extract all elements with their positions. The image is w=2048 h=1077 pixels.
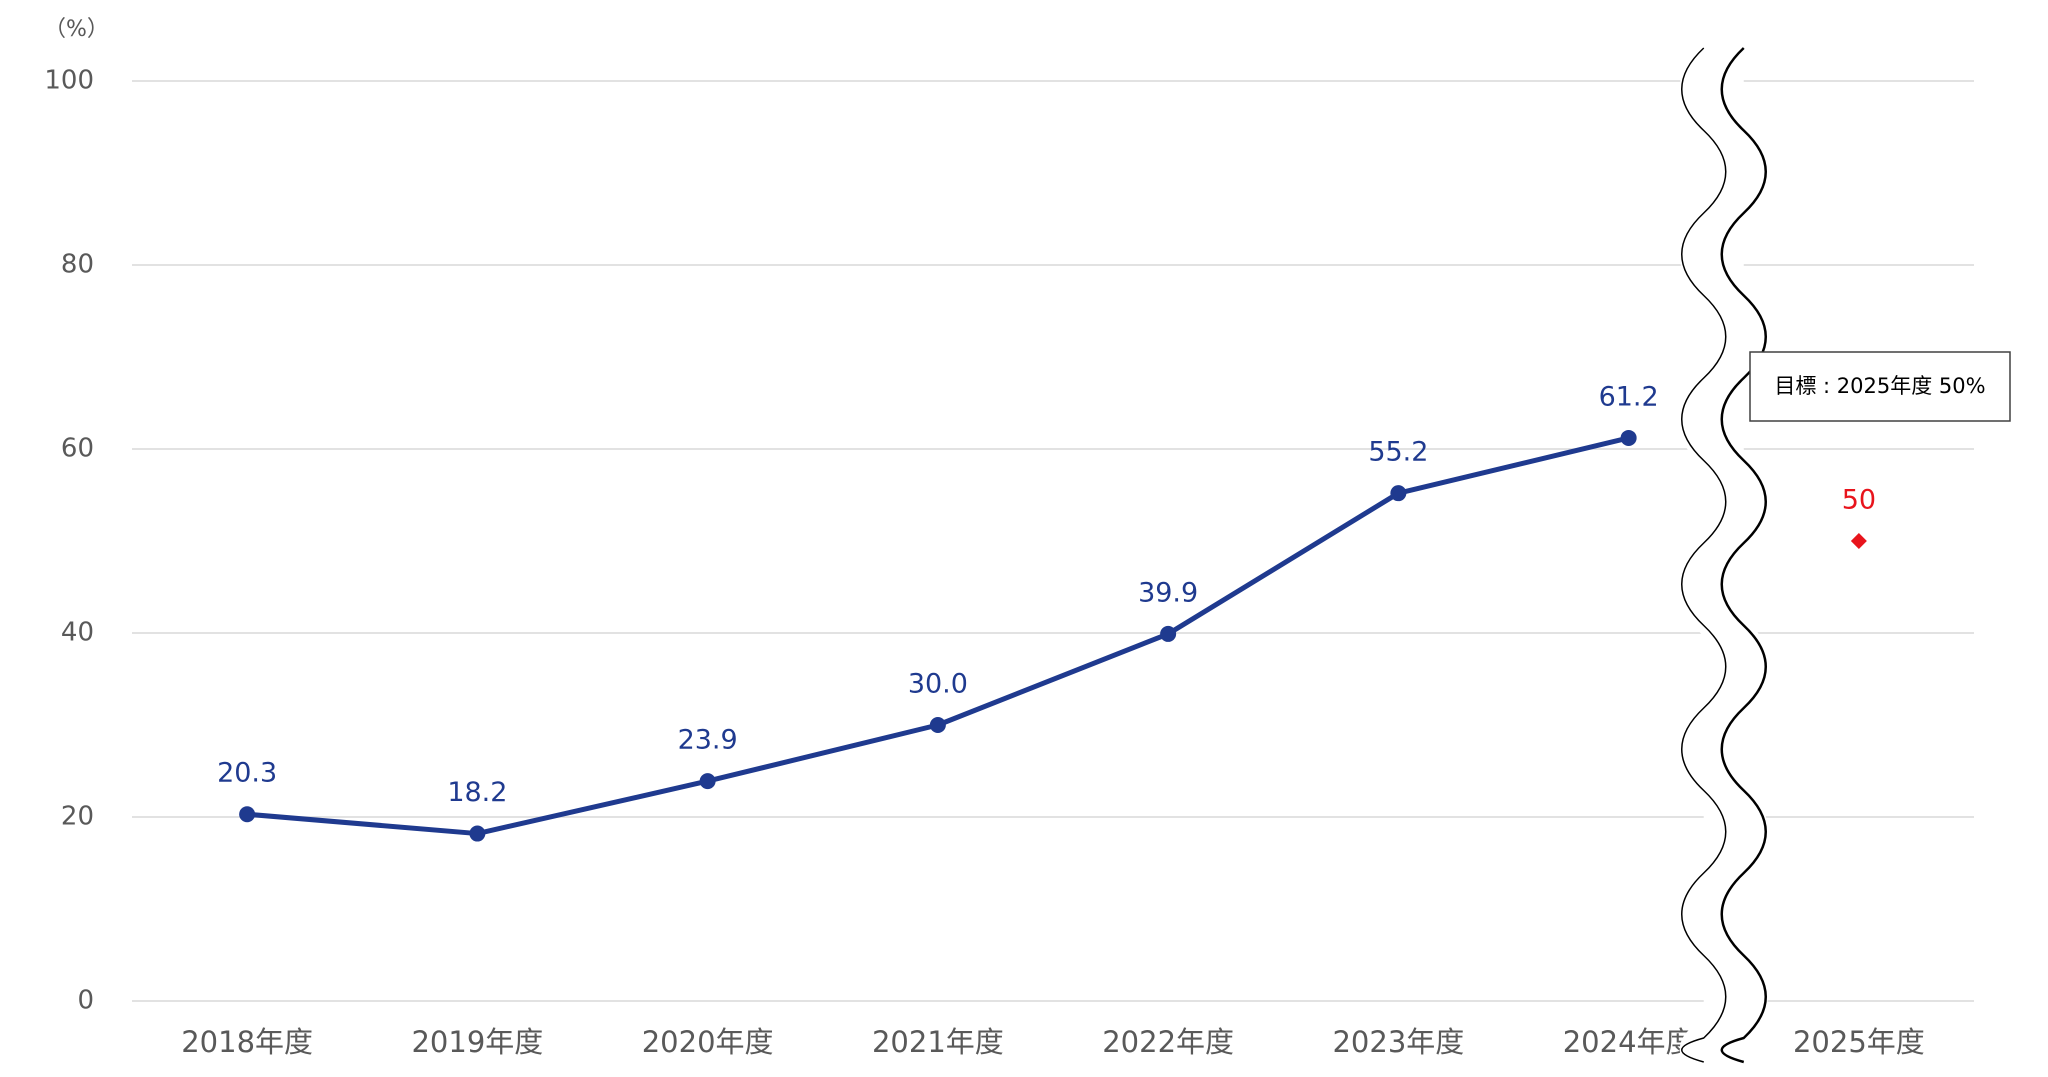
y-tick-label: 80 — [61, 250, 94, 280]
data-point — [699, 773, 716, 790]
annotation-box — [1749, 351, 2011, 422]
data-point — [469, 825, 486, 842]
y-tick-label: 100 — [44, 66, 94, 96]
data-point — [1160, 625, 1177, 642]
data-label: 30.0 — [908, 669, 968, 700]
target-marker — [1850, 533, 1867, 549]
data-label: 23.9 — [678, 725, 738, 756]
data-point — [929, 717, 946, 733]
x-tick-label: 2024年度 — [1563, 1025, 1695, 1059]
data-label: 50 — [1842, 485, 1876, 516]
y-tick-label: 60 — [61, 434, 94, 464]
axis-break-mask-wave — [1679, 31, 1768, 1077]
x-tick-label: 2018年度 — [181, 1025, 313, 1059]
data-point — [1620, 429, 1637, 446]
data-label: 20.3 — [217, 758, 277, 789]
data-label: 18.2 — [447, 777, 507, 808]
x-tick-label: 2019年度 — [411, 1025, 543, 1059]
annotation-text: 目標 : 2025年度 50% — [1774, 374, 1985, 398]
axis-break-line — [1720, 47, 1767, 1064]
data-label: 55.2 — [1368, 437, 1428, 468]
data-point — [1390, 485, 1407, 502]
data-label: 39.9 — [1138, 577, 1198, 608]
x-tick-label: 2022年度 — [1102, 1025, 1234, 1059]
x-tick-label: 2025年度 — [1793, 1025, 1925, 1059]
x-tick-label: 2023年度 — [1332, 1025, 1464, 1059]
y-tick-label: 40 — [61, 618, 94, 648]
y-tick-label: 0 — [77, 986, 94, 1016]
x-tick-label: 2020年度 — [642, 1025, 774, 1059]
y-tick-label: 20 — [61, 802, 94, 832]
y-unit-label: （%） — [44, 17, 109, 42]
data-label: 61.2 — [1599, 381, 1659, 412]
x-tick-label: 2021年度 — [872, 1025, 1004, 1059]
data-point — [239, 806, 256, 823]
axis-break-line — [1681, 47, 1727, 1063]
